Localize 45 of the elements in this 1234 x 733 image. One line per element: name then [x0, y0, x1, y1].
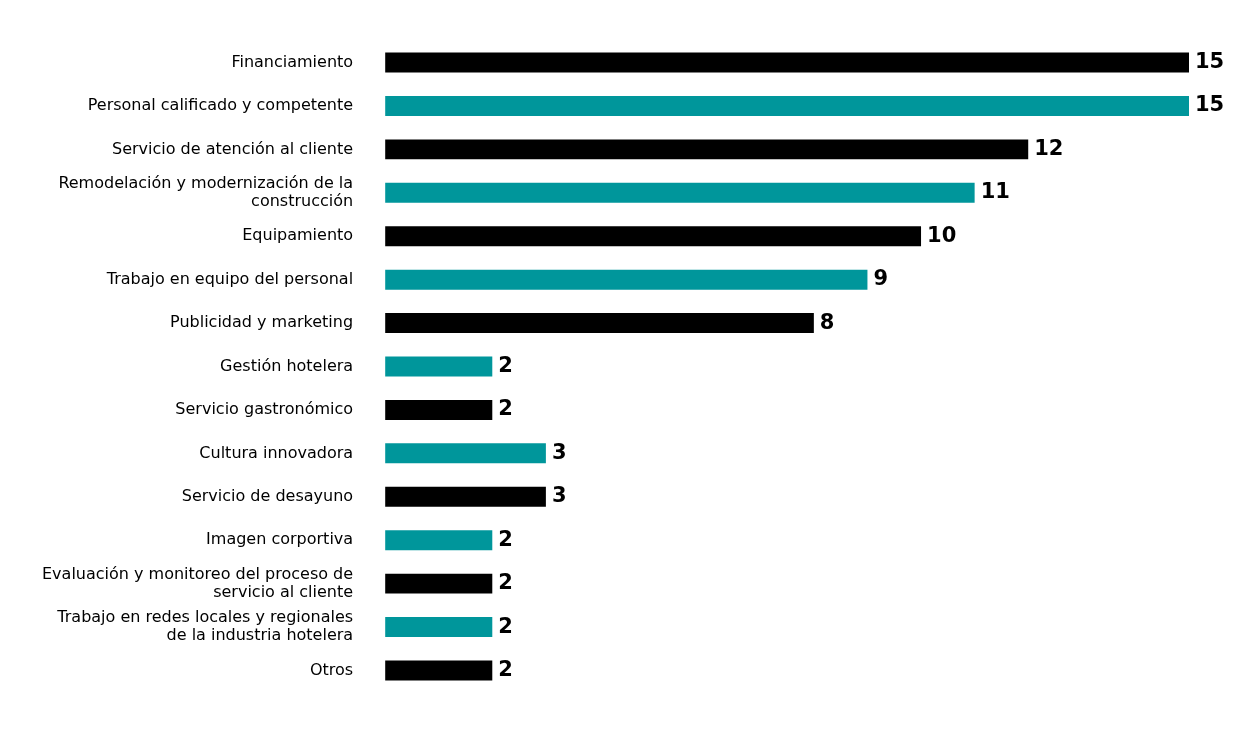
y-tick-label: Publicidad y marketing: [170, 312, 354, 332]
bar: [385, 182, 975, 203]
bar: [385, 443, 546, 464]
y-tick-label: Cultura innovadora: [199, 442, 354, 462]
data-label: 3: [551, 483, 567, 508]
y-tick-label: Remodelación y modernización de la construcción: [58, 173, 354, 210]
data-label: 12: [1034, 135, 1064, 160]
bar: [385, 486, 546, 507]
bar: [385, 95, 1189, 116]
data-label: 2: [498, 570, 513, 595]
y-tick-label: Trabajo en equipo del personal: [105, 268, 354, 288]
data-label: 2: [498, 352, 513, 377]
data-label: 2: [498, 396, 513, 421]
bar: [385, 269, 868, 290]
data-label: 2: [498, 656, 513, 681]
data-label: 2: [498, 526, 513, 551]
bar: [385, 617, 493, 638]
y-tick-label: Servicio de desayuno: [181, 485, 354, 505]
y-tick-label: Imagen corportiva: [206, 529, 354, 549]
y-tick-label: Servicio de atención al cliente: [111, 138, 354, 158]
y-tick-label: Trabajo en redes locales y regionales de la industria hotelera: [56, 607, 354, 645]
y-tick-label: Evaluación y monitoreo del proceso de servicio al cliente: [42, 563, 354, 601]
y-tick-label: Otros: [309, 659, 354, 679]
data-label: 15: [1195, 92, 1225, 117]
data-label: 10: [927, 222, 957, 247]
bar: [385, 139, 1029, 160]
y-tick-label: Financiamiento: [231, 51, 354, 71]
data-label: 3: [551, 439, 567, 464]
y-tick-label: Gestión hotelera: [220, 355, 354, 375]
data-label: 15: [1195, 48, 1225, 73]
bar: [385, 573, 493, 594]
y-tick-label: Equipamiento: [242, 225, 354, 245]
bar: [385, 313, 814, 334]
bar: [385, 226, 922, 247]
data-label: 2: [498, 613, 513, 638]
data-label: 11: [980, 179, 1010, 204]
data-label: 8: [819, 309, 835, 334]
y-tick-label: Servicio gastronómico: [175, 399, 354, 419]
bar: [385, 399, 493, 420]
y-tick-label: Personal calificado y competente: [87, 95, 354, 115]
bar: [385, 52, 1189, 73]
bar: [385, 530, 493, 551]
data-label: 9: [873, 266, 889, 291]
bar: [385, 660, 493, 681]
bar: [385, 356, 493, 377]
